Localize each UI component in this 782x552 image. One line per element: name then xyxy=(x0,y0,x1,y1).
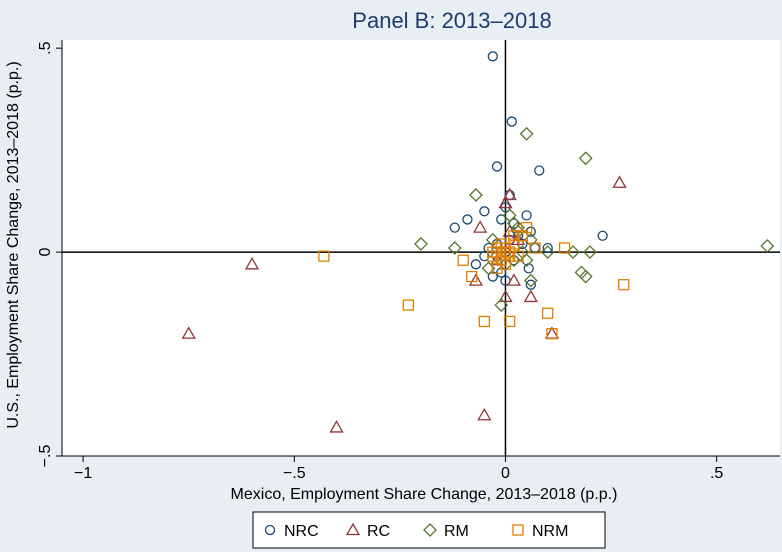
point-nrc xyxy=(496,267,507,278)
x-tick-label: 0 xyxy=(501,465,510,482)
point-rc xyxy=(181,326,196,339)
legend-label-rm: RM xyxy=(444,523,469,540)
legend-marker-nrc xyxy=(264,524,276,536)
point-nrc xyxy=(483,242,494,254)
point-nrm xyxy=(499,258,512,270)
point-rc xyxy=(523,289,538,303)
point-nrc xyxy=(487,271,498,282)
point-nrc xyxy=(525,279,536,290)
point-nrm xyxy=(504,315,516,328)
point-nrm xyxy=(457,254,469,266)
point-nrm xyxy=(529,242,541,254)
point-nrm xyxy=(487,246,499,258)
point-nrm xyxy=(520,221,533,234)
point-rm xyxy=(498,257,513,272)
point-rm xyxy=(583,245,597,259)
point-nrc xyxy=(508,218,520,229)
point-nrm xyxy=(495,254,507,266)
point-nrm xyxy=(618,279,630,291)
point-nrm xyxy=(516,230,529,242)
y-tick-label: −.5 xyxy=(37,445,54,468)
point-rc xyxy=(502,187,517,201)
point-rm xyxy=(447,241,462,255)
point-rm xyxy=(540,245,555,259)
point-rm xyxy=(468,188,483,202)
series-nrm xyxy=(318,221,630,340)
point-nrc xyxy=(525,226,536,237)
point-rc xyxy=(329,420,344,433)
point-nrm xyxy=(478,315,491,328)
point-rm xyxy=(494,298,509,313)
point-nrm xyxy=(512,250,524,262)
point-rc xyxy=(473,220,488,233)
legend: NRC RC RM NRM xyxy=(252,511,606,549)
point-rm xyxy=(578,269,593,284)
chart-title: Panel B: 2013–2018 xyxy=(352,8,551,33)
point-nrm xyxy=(504,246,516,258)
y-tick-label: 0 xyxy=(37,248,54,257)
point-rm xyxy=(760,239,775,253)
point-nrc xyxy=(491,161,503,172)
point-nrc xyxy=(521,210,532,221)
point-rc xyxy=(498,289,513,303)
point-nrc xyxy=(462,214,473,225)
point-rm xyxy=(506,253,521,268)
legend-label-nrm: NRM xyxy=(532,523,568,540)
legend-marker-nrm xyxy=(512,524,524,536)
point-nrc xyxy=(542,242,553,254)
point-nrm xyxy=(318,250,330,262)
series-nrc xyxy=(449,51,608,290)
point-nrc xyxy=(534,165,545,176)
point-nrc xyxy=(506,116,517,127)
point-rc xyxy=(244,257,260,270)
point-nrm xyxy=(495,238,507,250)
x-tick-label: −.5 xyxy=(283,465,306,482)
point-nrc xyxy=(597,230,608,241)
point-nrc xyxy=(470,259,482,270)
point-rm xyxy=(414,237,428,251)
point-nrm xyxy=(546,327,558,340)
point-rm xyxy=(523,273,538,288)
legend-marker-rm xyxy=(423,523,437,537)
point-nrm xyxy=(466,270,478,283)
x-tick-label: .5 xyxy=(710,465,723,482)
point-rc xyxy=(477,407,492,421)
plot-area xyxy=(62,40,780,456)
point-rc xyxy=(468,273,484,286)
point-nrc xyxy=(449,222,460,233)
point-rm xyxy=(578,151,593,166)
point-nrm xyxy=(508,238,520,250)
point-rm xyxy=(519,126,534,141)
legend-marker-rc xyxy=(345,522,361,536)
point-nrc xyxy=(508,255,520,266)
point-nrc xyxy=(496,214,507,225)
point-nrm xyxy=(508,230,520,242)
point-nrm xyxy=(491,242,503,254)
point-nrm xyxy=(402,299,414,311)
point-nrc xyxy=(479,206,490,217)
point-nrm xyxy=(491,262,503,275)
point-nrc xyxy=(479,251,490,262)
point-rc xyxy=(498,195,513,209)
x-tick-label: −1 xyxy=(74,465,92,482)
point-rm xyxy=(485,232,500,247)
point-nrm xyxy=(542,307,554,319)
point-nrm xyxy=(558,242,571,254)
legend-box xyxy=(252,511,606,549)
point-rc xyxy=(612,175,627,188)
legend-label-rc: RC xyxy=(367,523,390,540)
y-axis-label: U.S., Employment Share Change, 2013–2018… xyxy=(5,61,22,428)
x-axis-label: Mexico, Employment Share Change, 2013–20… xyxy=(231,486,618,503)
legend-label-nrc: NRC xyxy=(284,523,319,540)
point-nrc xyxy=(487,51,498,62)
point-rc xyxy=(506,273,522,286)
y-tick-label: .5 xyxy=(37,41,54,54)
